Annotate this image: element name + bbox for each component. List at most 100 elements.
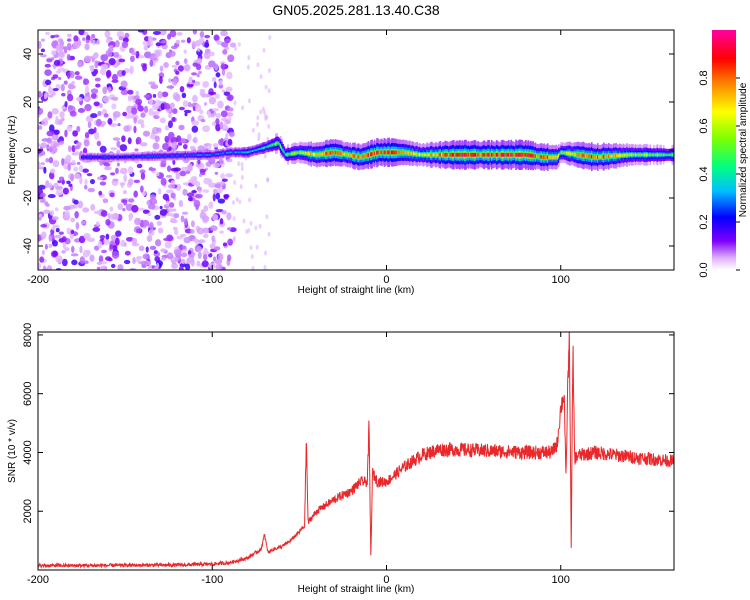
noise-speckle — [247, 55, 251, 61]
noise-speckle — [209, 51, 215, 57]
ridge-segment — [126, 156, 128, 158]
noise-speckle — [185, 263, 191, 270]
ridge-segment — [317, 153, 320, 157]
ridge-segment — [165, 155, 167, 157]
spectrogram-y-axis: -40 -20 0 20 40 — [22, 48, 674, 254]
noise-speckle — [93, 127, 97, 134]
colorbar-tick-label: 0.2 — [698, 214, 710, 229]
noise-speckle — [217, 198, 226, 204]
noise-speckle — [201, 260, 209, 268]
ridge-segment — [361, 154, 364, 159]
ridge-segment — [456, 152, 459, 157]
noise-speckle — [203, 205, 209, 212]
noise-speckle — [66, 71, 71, 80]
noise-speckle — [83, 232, 91, 240]
snr-y-tick-label: 8000 — [22, 323, 34, 347]
noise-speckle — [119, 182, 126, 186]
ridge-segment — [605, 154, 608, 159]
noise-speckle — [44, 69, 52, 77]
ridge-segment — [215, 153, 217, 156]
noise-speckle — [48, 243, 53, 248]
noise-speckle — [61, 105, 66, 110]
noise-speckle — [127, 137, 132, 145]
noise-speckle — [220, 160, 224, 164]
noise-speckle — [192, 79, 196, 84]
noise-speckle — [173, 249, 182, 256]
noise-speckle — [66, 54, 71, 61]
ridge-segment — [81, 156, 83, 159]
ridge-segment — [628, 153, 631, 157]
ridge-segment — [559, 152, 561, 156]
noise-speckle — [71, 160, 76, 164]
ridge-segment — [174, 154, 177, 157]
noise-speckle — [200, 118, 206, 123]
noise-speckle — [242, 218, 246, 224]
noise-speckle — [60, 83, 65, 92]
ridge-segment — [592, 155, 594, 159]
noise-speckle — [69, 70, 75, 79]
noise-speckle — [117, 264, 124, 270]
noise-speckle — [45, 31, 50, 36]
ridge-segment — [475, 152, 477, 157]
noise-speckle — [161, 40, 167, 44]
noise-speckle — [147, 204, 156, 210]
ridge-segment — [255, 148, 258, 152]
ridge-segment — [140, 155, 143, 158]
ridge-segment — [627, 153, 630, 157]
noise-speckle — [53, 59, 61, 66]
ridge-segment — [274, 142, 277, 146]
ridge-segment — [220, 152, 222, 155]
noise-speckle — [176, 135, 182, 143]
ridge-segment — [597, 155, 599, 159]
noise-speckle — [215, 113, 222, 118]
noise-speckle — [220, 30, 228, 37]
noise-speckle — [133, 117, 137, 124]
noise-speckle — [105, 218, 111, 226]
ridge-segment — [373, 151, 376, 156]
noise-speckle — [141, 219, 150, 227]
snr-x-label: Height of straight line (km) — [298, 584, 415, 595]
noise-speckle — [97, 240, 103, 249]
ridge-segment — [516, 152, 519, 157]
noise-speckle — [107, 117, 113, 125]
noise-speckle — [57, 76, 62, 81]
noise-speckle — [48, 182, 53, 189]
ridge-segment — [570, 152, 572, 156]
colorbar-tick-label: 0.6 — [698, 118, 710, 133]
noise-speckle — [133, 179, 141, 184]
noise-speckle — [160, 248, 167, 253]
noise-speckle — [172, 226, 178, 231]
noise-speckle — [138, 55, 145, 59]
ridge-segment — [546, 155, 549, 160]
ridge-segment — [217, 153, 220, 155]
noise-speckle — [175, 39, 181, 45]
ridge-segment — [534, 154, 537, 158]
noise-speckle — [196, 246, 203, 252]
noise-speckle — [44, 243, 48, 250]
ridge-segment — [436, 153, 438, 157]
noise-speckle — [214, 93, 220, 99]
ridge-segment — [188, 154, 190, 157]
noise-speckle — [172, 141, 178, 150]
ridge-segment — [636, 153, 638, 157]
spectrogram-y-tick-label: 20 — [22, 96, 34, 108]
ridge-segment — [429, 153, 432, 157]
noise-speckle — [150, 84, 159, 90]
noise-speckle — [216, 186, 223, 194]
noise-speckle — [51, 240, 59, 247]
ridge-segment — [618, 153, 621, 158]
noise-speckle — [196, 260, 201, 267]
noise-speckle — [121, 41, 129, 49]
colorbar-tick-label: 0.8 — [698, 70, 710, 85]
noise-speckle — [105, 49, 113, 58]
noise-speckle — [103, 113, 109, 118]
noise-speckle — [103, 238, 110, 246]
noise-speckle — [78, 164, 84, 173]
noise-speckle — [66, 125, 73, 132]
noise-speckle — [51, 216, 59, 221]
noise-speckle — [101, 249, 107, 254]
noise-speckle — [170, 167, 178, 172]
noise-speckle — [93, 101, 100, 107]
ridge-segment — [199, 154, 201, 157]
noise-speckle — [265, 214, 269, 220]
